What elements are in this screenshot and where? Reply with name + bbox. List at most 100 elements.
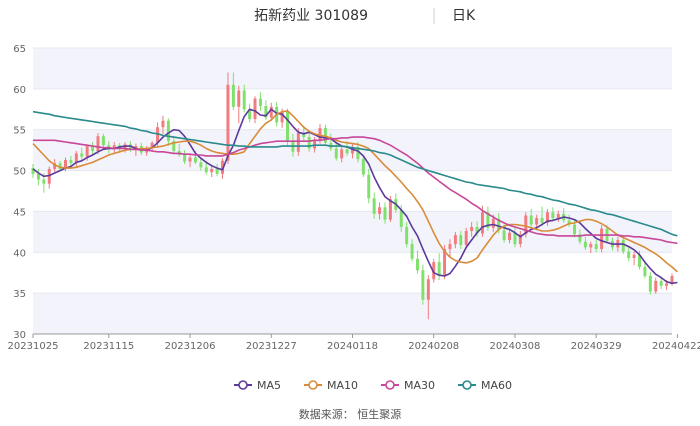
candle-body <box>405 226 409 245</box>
candle-body <box>193 157 197 163</box>
candle-body <box>426 279 430 300</box>
ma-line-ma30 <box>33 136 678 245</box>
x-tick-label: 20240308 <box>490 341 541 352</box>
candle-body <box>670 275 674 284</box>
candle-body <box>351 146 354 154</box>
candle-body <box>318 128 322 140</box>
candle-body <box>421 270 425 300</box>
candle-body <box>659 280 663 286</box>
candle-body <box>508 232 512 241</box>
candle-body <box>502 230 506 241</box>
candle-body <box>578 234 582 242</box>
candle-body <box>432 262 436 280</box>
candle-body <box>156 127 160 143</box>
candle-body <box>665 283 669 286</box>
legend-marker <box>462 380 472 390</box>
x-tick-label: 20231206 <box>165 341 216 352</box>
candle-body <box>643 266 647 276</box>
candle-body <box>204 167 208 173</box>
candle-body <box>188 157 192 162</box>
candle-body <box>475 226 479 234</box>
candle-body <box>573 224 577 235</box>
candle-body <box>627 251 631 259</box>
candle-body <box>280 111 284 123</box>
period-label: 日K <box>452 8 476 24</box>
candle-body <box>264 106 268 118</box>
candle-body <box>356 146 360 160</box>
legend-label: MA60 <box>481 379 512 392</box>
grid-band <box>33 211 672 253</box>
candle-body <box>470 226 474 232</box>
candle-body <box>513 232 517 245</box>
y-tick-label: 40 <box>13 248 26 259</box>
candle-body <box>101 136 105 146</box>
candle-body <box>313 139 317 149</box>
candle-body <box>388 199 392 220</box>
candle-body <box>91 146 95 151</box>
candle-body <box>237 90 241 107</box>
chart-title: 拓新药业 301089 <box>254 8 368 24</box>
candle-body <box>583 241 587 248</box>
candle-body <box>210 168 214 173</box>
candle-body <box>383 207 387 220</box>
candle-body <box>378 207 382 214</box>
candle-body <box>535 217 539 225</box>
candle-body <box>231 84 235 107</box>
x-tick-label: 20240118 <box>327 341 378 352</box>
candle-body <box>448 244 452 250</box>
candle-body <box>594 244 598 250</box>
candle-body <box>545 212 549 223</box>
y-tick-label: 35 <box>13 289 26 300</box>
candle-body <box>58 163 62 169</box>
candle-body <box>648 275 652 292</box>
candle-body <box>334 148 338 159</box>
x-tick-label: 20240208 <box>408 341 459 352</box>
candle-body <box>497 218 501 231</box>
candle-body <box>621 240 625 252</box>
x-tick-label: 20240422 <box>652 341 700 352</box>
candle-body <box>600 228 604 250</box>
candle-body <box>345 149 349 154</box>
y-tick-label: 45 <box>13 207 26 218</box>
ma-line-ma10 <box>32 110 678 273</box>
grid-band <box>33 48 672 89</box>
candle-body <box>128 144 132 151</box>
candle-body <box>226 84 230 161</box>
candle-body <box>540 217 544 223</box>
legend-marker <box>308 380 318 390</box>
candle-body <box>399 209 403 227</box>
candle-body <box>286 111 290 142</box>
x-tick-label: 20231115 <box>83 341 134 352</box>
candle-body <box>31 168 35 174</box>
candle-body <box>69 159 73 164</box>
candle-body <box>150 142 154 148</box>
candle-body <box>166 120 170 142</box>
candle-body <box>215 168 219 174</box>
candle-body <box>53 163 57 169</box>
y-tick-label: 65 <box>13 44 26 55</box>
y-tick-label: 55 <box>13 126 26 137</box>
ma-line-ma60 <box>32 110 678 237</box>
legend-marker <box>385 380 395 390</box>
y-tick-label: 30 <box>13 330 26 341</box>
candle-body <box>296 132 300 152</box>
candle-body <box>556 213 560 218</box>
candle-body <box>85 146 89 157</box>
candle-body <box>96 136 100 151</box>
candle-body <box>74 153 78 164</box>
candle-body <box>161 120 165 128</box>
candle-body <box>632 254 636 259</box>
legend-label: MA5 <box>257 379 281 392</box>
candle-body <box>589 244 593 248</box>
candle-body <box>258 98 262 107</box>
candle-body <box>64 159 67 169</box>
candle-body <box>459 235 463 245</box>
legend-label: MA30 <box>404 379 435 392</box>
candle-body <box>551 212 555 218</box>
candle-body <box>253 98 257 120</box>
x-tick-label: 20240329 <box>571 341 622 352</box>
candle-body <box>323 128 327 143</box>
y-tick-label: 60 <box>13 85 26 96</box>
